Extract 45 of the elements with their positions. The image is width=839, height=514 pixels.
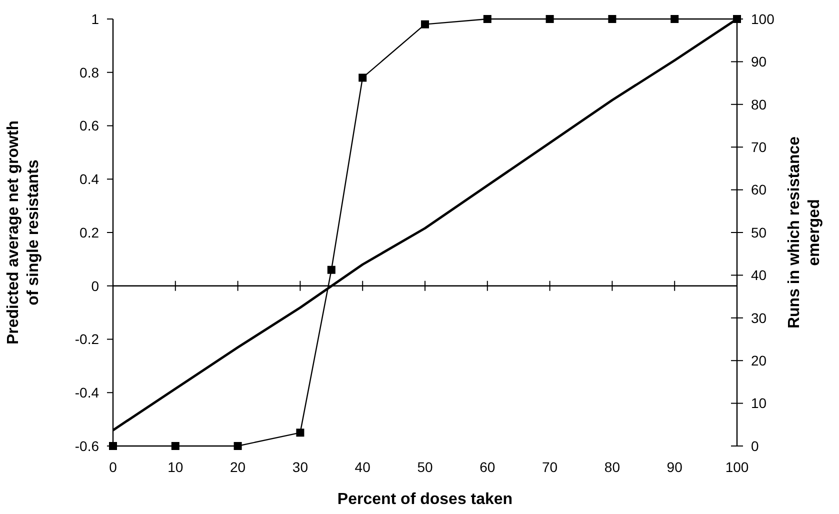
y-tick-label: 0.2 — [80, 224, 100, 240]
point — [546, 15, 554, 23]
y-tick-label: -0.6 — [74, 438, 100, 454]
point — [234, 442, 242, 450]
x-axis-title: Percent of doses taken — [337, 491, 513, 508]
y-tick-label: -0.4 — [74, 384, 100, 401]
y2-tick-label: 10 — [751, 395, 767, 412]
x-tick-label: 70 — [542, 459, 558, 475]
point — [670, 15, 679, 23]
point — [483, 15, 492, 23]
x-tick-label: 20 — [230, 459, 246, 475]
y2-tick-label: 90 — [751, 54, 767, 70]
y2-tick-label: 50 — [751, 224, 767, 240]
y-tick-label: 0.6 — [80, 118, 100, 134]
y2-tick-label: 100 — [751, 10, 775, 27]
y2-tick-label: 20 — [751, 352, 767, 368]
y-axis-title: Predicted average net growth of single resistants — [5, 120, 42, 345]
x-tick-label: 90 — [666, 459, 683, 475]
point — [109, 442, 117, 450]
y-tick-label: -0.2 — [74, 331, 100, 348]
x-tick-label: 60 — [480, 459, 496, 475]
y2-tick-label: 30 — [751, 310, 767, 326]
y2-tick-label: 80 — [751, 96, 767, 112]
x-tick-label: 10 — [168, 459, 184, 475]
y2-tick-label: 60 — [751, 182, 767, 198]
y-tick-label: 1 — [91, 10, 100, 27]
x-tick-label: 50 — [417, 459, 433, 475]
point — [608, 15, 616, 23]
point — [296, 428, 304, 437]
x-tick-label: 80 — [604, 459, 620, 475]
y2-tick-label: 70 — [751, 139, 767, 155]
x-tick-label: 0 — [109, 459, 118, 475]
y2-tick-label: 0 — [751, 438, 759, 454]
y-tick-label: 0 — [91, 278, 100, 294]
y-tick-label: 0.8 — [80, 64, 100, 80]
point — [327, 266, 336, 274]
y2-tick-label: 40 — [751, 267, 767, 284]
x-tick-label: 40 — [354, 459, 371, 475]
point — [171, 442, 180, 450]
y2-axis-title: Runs in which resistance emerged — [786, 136, 823, 329]
point — [421, 20, 429, 28]
point — [358, 74, 367, 82]
y-tick-label: 0.4 — [80, 171, 100, 188]
x-tick-label: 100 — [725, 459, 749, 475]
x-tick-label: 30 — [292, 459, 308, 475]
